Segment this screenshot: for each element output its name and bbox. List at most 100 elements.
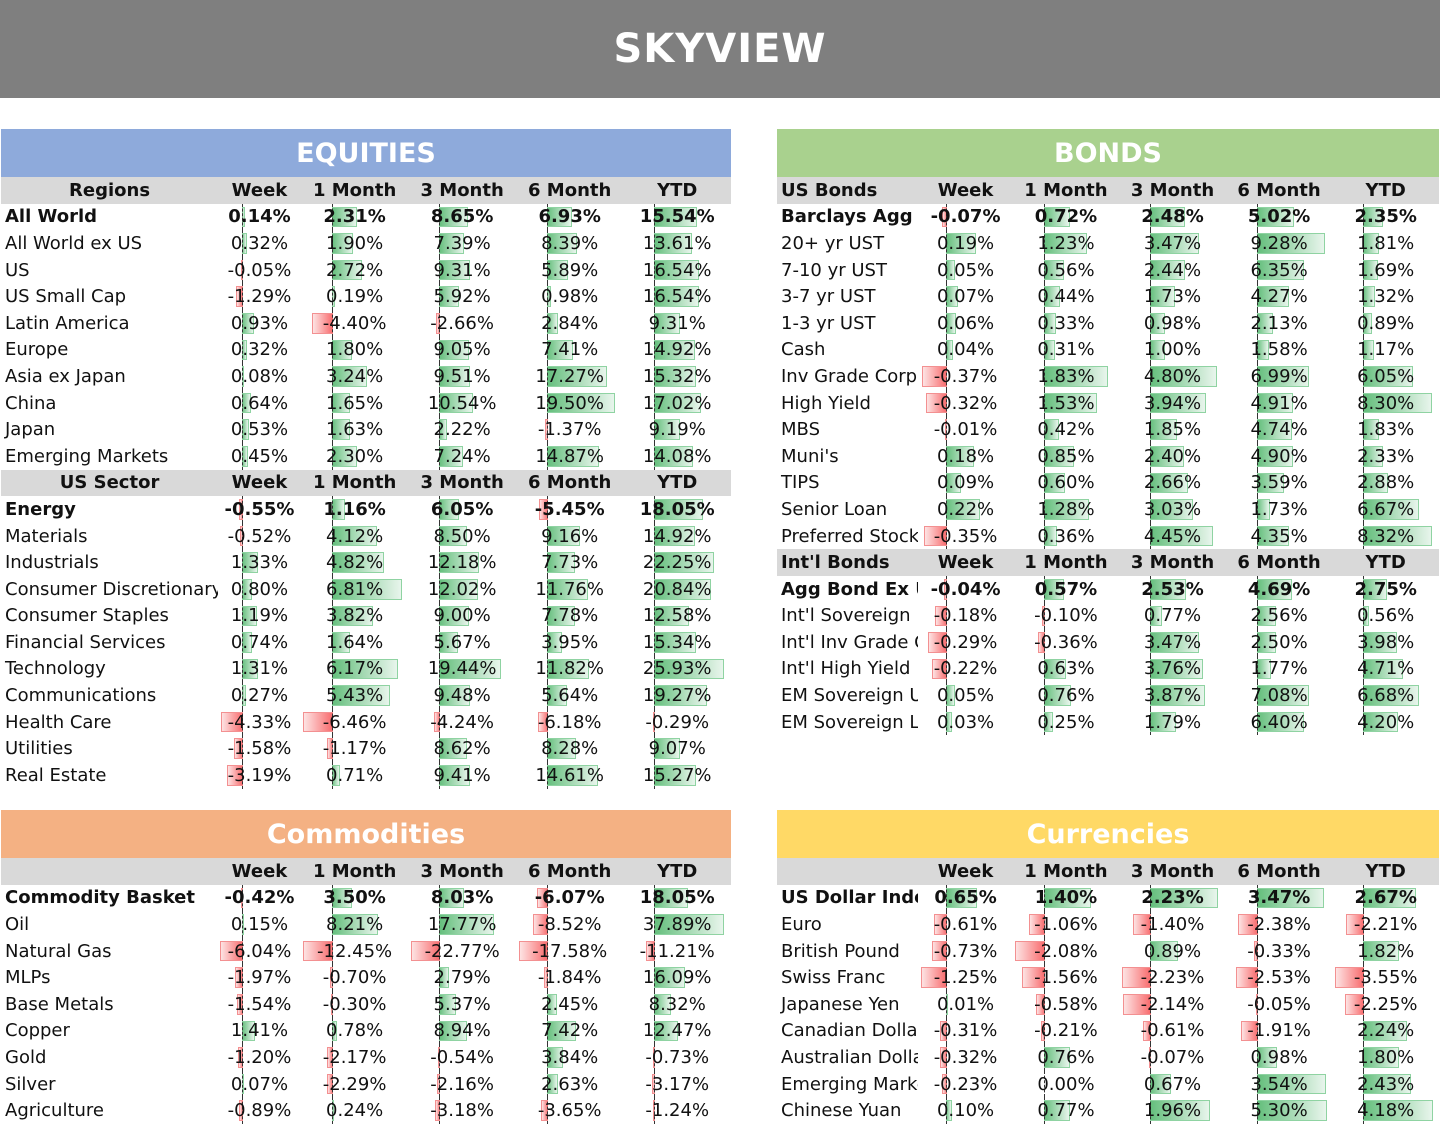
value-cell: -1.97% <box>218 964 301 991</box>
value-text: -0.61% <box>933 913 998 935</box>
section-header-row: Regions Week 1 Month 3 Month 6 Month YTD <box>1 177 731 204</box>
value-cell: -3.65% <box>516 1097 624 1124</box>
positive-bar <box>1150 445 1185 467</box>
value-cell: -6.18% <box>516 708 624 736</box>
table-row: US Dollar Index 0.65% 1.40% 2.23% 3.47% 2.67% <box>777 884 1439 912</box>
zero-axis <box>546 1070 548 1098</box>
positive-bar <box>439 887 465 909</box>
row-label: Gold <box>5 1046 47 1068</box>
value-text: -0.35% <box>933 525 998 547</box>
value-text: 2.75% <box>1354 578 1417 600</box>
value-cell: 3.24% <box>301 363 409 390</box>
value-text: 8.21% <box>326 913 384 935</box>
value-cell: 1.23% <box>1013 230 1120 257</box>
positive-bar <box>654 887 689 909</box>
zero-axis <box>1043 256 1045 284</box>
positive-bar <box>1043 685 1071 706</box>
value-text: 1.65% <box>326 392 384 414</box>
column-header-3-month: 3 Month <box>408 858 516 885</box>
zero-axis <box>331 336 333 364</box>
zero-axis <box>242 1097 244 1124</box>
value-cell: -2.23% <box>1119 964 1226 991</box>
positive-bar <box>439 552 479 573</box>
table-row: 3-7 yr UST 0.07% 0.44% 1.73% 4.27% 1.32% <box>777 283 1439 310</box>
positive-bar <box>331 259 362 281</box>
value-cell: -6.04% <box>218 937 301 965</box>
value-text: 1.85% <box>1143 419 1202 441</box>
positive-bar <box>331 887 353 909</box>
value-text: 1.16% <box>323 498 386 520</box>
zero-axis <box>654 735 656 763</box>
zero-axis <box>1256 309 1258 337</box>
value-text: 0.67% <box>1143 1073 1202 1095</box>
zero-axis <box>946 655 948 683</box>
zero-axis <box>1363 442 1365 470</box>
value-cell: 12.58% <box>623 602 731 630</box>
positive-bar <box>1363 887 1416 909</box>
positive-bar <box>654 632 697 653</box>
table-row: Agg Bond Ex US -0.04% 0.57% 2.53% 4.69% 2.75% <box>777 575 1439 603</box>
value-cell: 6.35% <box>1226 256 1333 284</box>
value-cell: 17.02% <box>623 389 731 417</box>
value-cell: 15.34% <box>623 629 731 656</box>
value-text: -1.20% <box>227 1046 292 1068</box>
value-text: -5.45% <box>534 498 605 520</box>
value-text: 0.42% <box>1037 419 1095 441</box>
column-header-week: Week <box>218 469 301 497</box>
value-cell: 1.41% <box>218 1017 301 1045</box>
row-label: Technology <box>5 658 106 680</box>
value-cell: 1.96% <box>1119 1097 1226 1124</box>
negative-bar <box>922 366 948 387</box>
value-text: 2.67% <box>1354 887 1417 909</box>
value-cell: -4.24% <box>408 708 516 736</box>
zero-axis <box>242 496 244 523</box>
negative-bar <box>234 738 244 760</box>
table-row: Int'l Sovereign -0.18% -0.10% 0.77% 2.56% 0.5… <box>777 602 1439 630</box>
zero-axis <box>331 1070 333 1098</box>
value-cell: 1.83% <box>1332 416 1439 443</box>
value-text: 1.41% <box>230 1020 289 1042</box>
value-cell: 2.40% <box>1119 442 1226 470</box>
table-row: Europe 0.32% 1.80% 9.05% 7.41% 14.92% <box>1 336 731 364</box>
value-cell: 1.64% <box>301 629 409 656</box>
value-cell: 0.19% <box>918 230 1012 257</box>
zero-axis <box>242 203 244 231</box>
positive-bar <box>654 286 700 307</box>
zero-axis <box>654 629 656 656</box>
value-text: 4.80% <box>1143 365 1202 387</box>
zero-axis <box>331 937 333 965</box>
value-text: 6.67% <box>1357 498 1415 520</box>
value-text: 1.23% <box>1037 232 1095 254</box>
value-cell: -2.29% <box>301 1070 409 1098</box>
value-text: 15.32% <box>642 365 712 387</box>
positive-bar <box>946 472 961 494</box>
row-label: Cash <box>781 339 826 361</box>
positive-bar <box>1256 445 1294 467</box>
value-text: 8.28% <box>541 738 599 760</box>
value-cell: 0.74% <box>218 629 301 656</box>
zero-axis <box>1150 336 1152 364</box>
value-text: 0.06% <box>936 312 995 334</box>
value-text: -17.58% <box>532 940 608 962</box>
value-text: 5.89% <box>541 259 599 281</box>
positive-bar <box>1363 1073 1411 1095</box>
value-cell: 8.32% <box>623 990 731 1018</box>
positive-bar <box>439 445 464 467</box>
value-cell: 9.48% <box>408 682 516 709</box>
value-cell: 0.72% <box>1013 203 1120 231</box>
value-cell: 0.14% <box>218 203 301 231</box>
table-row: Materials -0.52% 4.12% 8.50% 9.16% 14.92% <box>1 522 731 550</box>
value-cell: -0.89% <box>218 1097 301 1124</box>
zero-axis <box>654 549 656 576</box>
row-label: Latin America <box>5 312 130 334</box>
value-text: -1.37% <box>537 419 602 441</box>
negative-bar <box>543 967 548 988</box>
row-label: Base Metals <box>5 993 114 1015</box>
zero-axis <box>1256 469 1258 497</box>
zero-axis <box>331 416 333 443</box>
positive-bar <box>242 605 257 627</box>
zero-axis <box>1256 602 1258 630</box>
value-cell: -0.21% <box>1013 1017 1120 1045</box>
value-text: 0.89% <box>1143 940 1202 962</box>
value-cell: 4.90% <box>1226 442 1333 470</box>
